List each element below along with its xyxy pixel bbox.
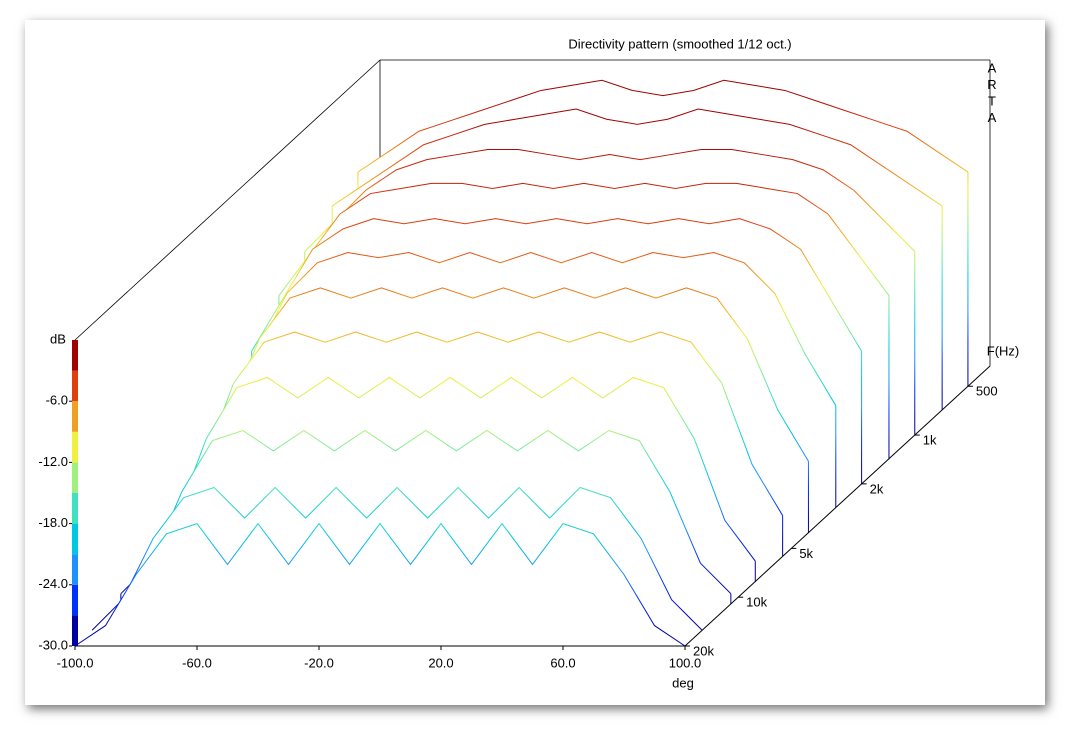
slice-line xyxy=(225,252,837,406)
colorbar-segment xyxy=(72,431,78,463)
slice-line xyxy=(172,331,784,516)
z-tick-label: 20k xyxy=(693,643,714,658)
colorbar-segment xyxy=(72,401,78,432)
slice-line xyxy=(357,79,969,173)
y-tick-label: -12.0 xyxy=(38,454,68,469)
z-axis-label: F(Hz) xyxy=(987,343,1020,358)
colorbar-segment xyxy=(72,584,78,616)
x-tick-label: -60.0 xyxy=(182,655,212,670)
z-tick-label: 5k xyxy=(799,546,813,561)
z-tick-label: 10k xyxy=(746,595,767,610)
y-axis-label: dB xyxy=(50,331,66,346)
slice-line xyxy=(198,287,809,462)
slice-fill xyxy=(75,523,685,646)
colorbar-segment xyxy=(72,615,78,646)
colorbar-segment xyxy=(72,370,78,402)
x-tick-label: -20.0 xyxy=(304,655,334,670)
slice-line xyxy=(251,218,863,352)
slice-line xyxy=(120,429,732,595)
slice-line xyxy=(331,108,943,207)
y-tick-label: -30.0 xyxy=(38,637,68,652)
y-tick-label: -6.0 xyxy=(46,393,68,408)
colorbar-segment xyxy=(72,493,78,524)
watermark-letter: A xyxy=(988,60,997,75)
colorbar-segment xyxy=(72,340,78,371)
colorbar-segment xyxy=(72,554,78,585)
x-tick-label: 20.0 xyxy=(428,655,453,670)
colorbar-segment xyxy=(72,523,78,555)
z-tick-label: 500 xyxy=(976,384,998,399)
watermark-letter: A xyxy=(988,110,997,125)
watermark-letter: T xyxy=(988,93,996,108)
z-tick-label: 2k xyxy=(870,481,884,496)
y-tick-label: -18.0 xyxy=(38,515,68,530)
x-axis-label: deg xyxy=(672,675,694,690)
slice-line xyxy=(74,522,686,647)
slice-line xyxy=(91,486,703,631)
watermark-letter: R xyxy=(987,77,996,92)
x-tick-label: -100.0 xyxy=(57,655,94,670)
frame-line xyxy=(74,59,381,341)
slice-line xyxy=(278,182,890,296)
slice-line xyxy=(304,148,916,252)
chart-title: Directivity pattern (smoothed 1/12 oct.) xyxy=(568,36,791,51)
slice-line xyxy=(144,376,756,562)
z-axis xyxy=(684,365,991,647)
x-tick-label: 60.0 xyxy=(550,655,575,670)
z-tick-label: 1k xyxy=(923,433,937,448)
y-tick-label: -24.0 xyxy=(38,576,68,591)
colorbar-segment xyxy=(72,462,78,493)
x-tick-label: 100.0 xyxy=(669,655,702,670)
